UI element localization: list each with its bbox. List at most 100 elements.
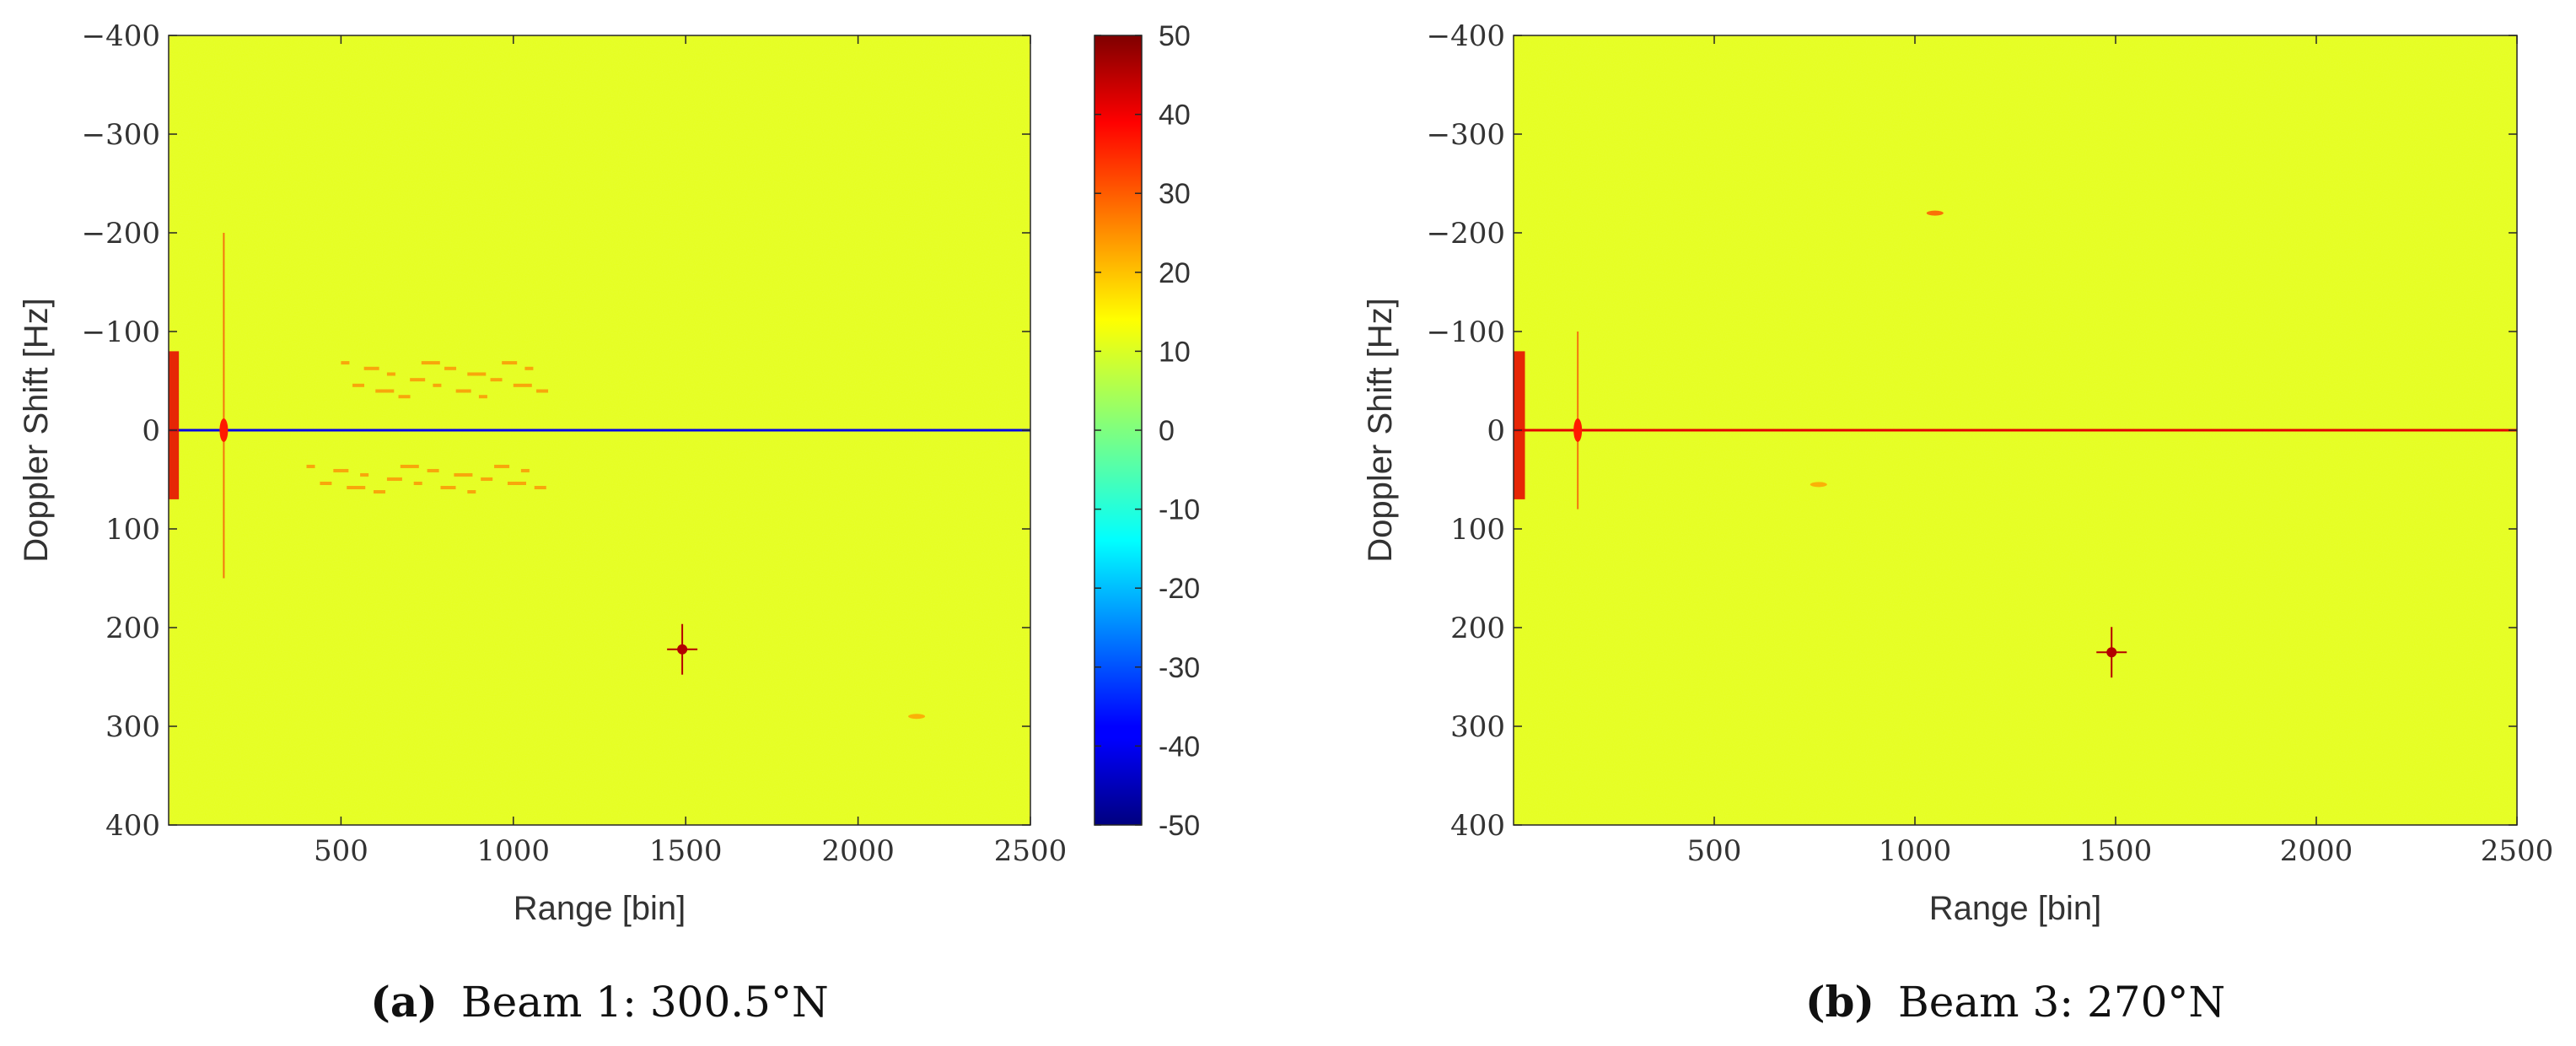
clutter-blob [398,395,411,399]
clutter-blob [507,482,526,486]
clutter-blob [360,472,369,477]
clutter-blob [341,361,350,365]
clutter-blob [421,361,440,365]
clutter-blob [478,395,487,399]
colorbar-tick-label: -30 [1159,652,1200,684]
heatmap-b [1514,35,2517,825]
colorbar-tick-label: 0 [1159,415,1175,447]
heatmap-features [169,233,1030,720]
y-axis-title: Doppler Shift [Hz] [1362,298,1399,562]
clutter-blob [363,366,379,370]
clutter-blob [433,383,442,387]
y-ticks: −400 −300 −200 −100 0 100 200 300 400 [1427,19,2517,843]
y-tick-label: −400 [82,19,160,53]
x-tick-label: 2500 [994,834,1068,868]
colorbar-tick-label: 10 [1159,336,1191,368]
colorbar-ticks: 50 40 30 20 10 0 -10 -20 -30 -40 -50 [1094,20,1200,842]
y-tick-label: −300 [82,118,160,152]
clutter-blob [375,389,395,393]
x-tick-label: 2500 [2481,834,2554,868]
clutter-blob [536,389,549,393]
y-tick-label: 400 [1450,809,1505,843]
colorbar-tick-label: 50 [1159,20,1191,52]
clutter-core [219,418,229,442]
x-tick-label: 1500 [2079,834,2153,868]
clutter-blob [413,482,422,486]
colorbar-tick-label: 30 [1159,178,1191,210]
clutter-blob [494,464,510,468]
x-tick-label: 2000 [821,834,895,868]
y-tick-label: 0 [1487,414,1505,448]
y-tick-label: 300 [105,710,160,744]
clutter-blob [333,468,349,472]
colorbar-tick-label: -10 [1159,494,1200,526]
clutter-blob [374,490,386,494]
caption-b: (b) Beam 3: 270°N [1805,977,2225,1027]
weak-target [1926,210,1944,216]
heatmap-a [169,35,1030,825]
y-tick-label: 200 [1450,612,1505,645]
caption-a-text: Beam 1: 300.5°N [461,978,829,1027]
colorbar-tick-label: 40 [1159,100,1191,132]
clutter-blob [444,366,457,370]
y-tick-label: −400 [1427,19,1505,53]
clutter-blob [386,477,402,481]
colorbar-tick-label: -50 [1159,810,1200,842]
colorbar: 50 40 30 20 10 0 -10 -20 -30 -40 -50 [1094,20,1200,842]
clutter-blob [400,464,419,468]
clutter-blob [520,468,530,472]
colorbar-tick-label: -40 [1159,731,1200,763]
clutter-blob [502,361,518,365]
clutter-core [1573,418,1583,442]
y-tick-label: −300 [1427,118,1505,152]
heatmap-features [1514,210,2517,678]
clutter-blob [427,468,439,472]
clutter-blob [524,366,534,370]
clutter-blob [481,477,493,481]
y-tick-label: 200 [105,612,160,645]
clutter-blob [454,472,473,477]
y-tick-label: −200 [1427,217,1505,251]
x-ticks: 500 1000 1500 2000 2500 [314,35,1067,868]
weak-target [1810,482,1827,488]
panel-b: −400 −300 −200 −100 0 100 200 300 400 500 1000 150… [1362,19,2553,1027]
y-tick-label: 300 [1450,710,1505,744]
strong-target [677,644,688,655]
clutter-blob [320,482,332,486]
near-range-clutter [1514,351,1525,499]
x-tick-label: 1000 [1879,834,1952,868]
y-axis-title: Doppler Shift [Hz] [18,298,55,562]
caption-a: (a) Beam 1: 300.5°N [370,977,829,1027]
x-axis-title: Range [bin] [514,890,686,927]
caption-a-label: (a) [370,977,438,1027]
clutter-blob [467,490,476,494]
clutter-blob [410,378,426,382]
colorbar-tick-label: -20 [1159,573,1200,605]
x-tick-label: 1500 [649,834,723,868]
clutter-blob [440,486,456,490]
clutter-blob [347,486,366,490]
y-tick-label: −200 [82,217,160,251]
clutter-blob [467,372,487,376]
y-ticks: −400 −300 −200 −100 0 100 200 300 400 [82,19,1030,843]
clutter-blob [352,383,365,387]
colorbar-tick-label: 20 [1159,257,1191,289]
clutter-blob [306,464,315,468]
x-axis-title: Range [bin] [1929,890,2102,927]
x-tick-label: 1000 [477,834,551,868]
weak-target [908,714,926,720]
strong-target [2106,647,2117,658]
clutter-blob [534,486,546,490]
y-tick-label: 0 [142,414,160,448]
y-tick-label: −100 [82,315,160,349]
caption-b-text: Beam 3: 270°N [1898,978,2225,1027]
clutter-blob [386,372,395,376]
x-tick-label: 500 [314,834,368,868]
clutter-blob [455,389,471,393]
clutter-blob [513,383,532,387]
colorbar-gradient [1094,35,1142,825]
x-ticks: 500 1000 1500 2000 2500 [1687,35,2554,868]
y-tick-label: 100 [105,513,160,547]
